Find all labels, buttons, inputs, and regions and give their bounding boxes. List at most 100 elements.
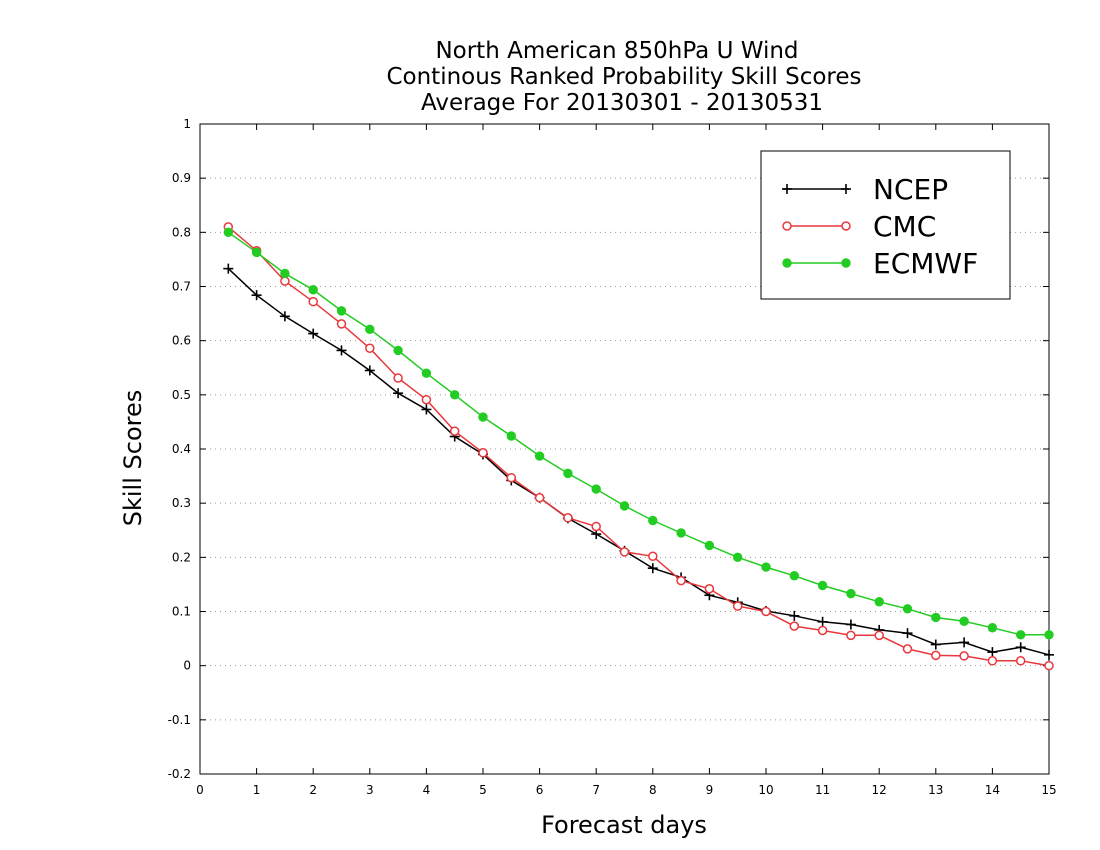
data-point-ecmwf	[223, 227, 234, 238]
x-tick-label: 1	[253, 783, 261, 797]
legend-box	[760, 150, 1011, 300]
x-tick-label: 5	[479, 783, 487, 797]
data-point-cmc	[1015, 656, 1026, 666]
data-point-cmc	[619, 547, 630, 557]
data-point-ecmwf	[336, 306, 347, 316]
data-point-cmc	[874, 630, 884, 641]
data-point-ecmwf	[506, 431, 516, 441]
data-point-ncep	[279, 311, 290, 322]
x-tick-label: 12	[872, 783, 887, 797]
legend-item-ecmwf: ECMWF	[782, 247, 978, 280]
data-point-cmc	[648, 551, 658, 561]
data-point-ecmwf	[817, 580, 828, 591]
data-point-ncep	[393, 388, 404, 399]
data-point-ncep	[845, 619, 856, 630]
data-point-ecmwf	[280, 268, 290, 279]
data-point-ecmwf	[648, 515, 658, 526]
series-line-cmc	[227, 226, 1050, 667]
x-tick-label: 10	[758, 783, 773, 797]
data-point-ncep	[987, 647, 998, 658]
data-point-cmc	[336, 319, 347, 329]
data-point-ecmwf	[874, 597, 884, 607]
y-tick-label: 0.5	[172, 388, 191, 402]
x-tick-label: 13	[928, 783, 943, 797]
series-group	[223, 222, 1054, 671]
legend-item-ncep: NCEP	[782, 173, 948, 206]
y-tick-label: 0.4	[172, 442, 191, 456]
data-point-ncep	[364, 365, 375, 376]
data-point-ncep	[902, 628, 913, 639]
chart-title-line-1: North American 850hPa U Wind	[435, 38, 798, 64]
data-point-ncep	[647, 563, 658, 574]
data-point-cmc	[846, 630, 856, 641]
data-point-ecmwf	[619, 501, 630, 511]
data-point-ecmwf	[902, 604, 913, 614]
data-point-cmc	[676, 575, 686, 586]
data-point-ecmwf	[761, 562, 771, 572]
data-point-cmc	[591, 521, 601, 532]
series-cmc	[223, 222, 1054, 671]
y-tick-label: 1	[183, 117, 191, 131]
data-point-ecmwf	[987, 623, 998, 633]
data-point-ecmwf	[1044, 630, 1054, 640]
data-point-cmc	[902, 644, 913, 654]
data-point-ecmwf	[478, 412, 488, 422]
data-point-ncep	[930, 639, 941, 650]
chart-title-line-2: Continous Ranked Probability Skill Score…	[386, 64, 861, 90]
y-tick-label: 0.3	[172, 496, 191, 510]
y-tick-label: 0.2	[172, 550, 191, 564]
data-point-ecmwf	[733, 552, 743, 563]
data-point-ecmwf	[676, 528, 686, 538]
data-point-ncep	[421, 404, 432, 415]
data-point-cmc	[817, 625, 828, 636]
x-tick-label: 15	[1041, 783, 1056, 797]
x-tick-label: 4	[423, 783, 431, 797]
data-point-cmc	[421, 394, 432, 405]
data-point-ecmwf	[563, 468, 573, 479]
data-point-ncep	[817, 616, 828, 627]
data-point-cmc	[761, 606, 771, 617]
y-tick-label: -0.2	[168, 767, 191, 781]
legend-marker	[841, 184, 851, 194]
data-point-cmc	[959, 651, 969, 661]
axes: -0.2-0.100.10.20.30.40.50.60.70.80.910 1 2…	[168, 117, 1057, 797]
data-point-cmc	[478, 448, 488, 458]
x-tick-label: 14	[985, 783, 1000, 797]
series-ecmwf	[223, 227, 1054, 640]
data-point-ncep	[336, 345, 347, 356]
y-tick-label: 0.9	[172, 171, 191, 185]
legend-marker	[782, 221, 792, 231]
data-point-ecmwf	[365, 324, 375, 334]
chart-title-line-3: Average For 20130301 - 20130531	[421, 90, 823, 116]
data-point-ncep	[1044, 649, 1054, 660]
data-point-ncep	[308, 328, 319, 339]
data-point-ecmwf	[846, 588, 856, 599]
x-tick-label: 9	[706, 783, 714, 797]
data-point-cmc	[506, 472, 517, 483]
x-tick-label: 8	[649, 783, 657, 797]
data-point-ncep	[789, 610, 800, 621]
data-point-ecmwf	[704, 540, 715, 551]
data-point-ncep	[251, 290, 262, 301]
data-point-ncep	[959, 637, 970, 648]
data-point-cmc	[365, 343, 375, 353]
data-point-cmc	[449, 426, 460, 436]
data-point-ncep	[223, 263, 234, 274]
data-point-ecmwf	[959, 616, 969, 626]
data-point-ecmwf	[591, 484, 601, 494]
y-tick-label: 0.1	[172, 605, 191, 619]
data-point-cmc	[563, 513, 573, 523]
data-point-ecmwf	[251, 247, 262, 258]
y-tick-label: -0.1	[168, 713, 191, 727]
data-point-cmc	[704, 584, 715, 594]
legend-marker	[782, 184, 792, 194]
legend-label: ECMWF	[873, 247, 978, 280]
data-point-ecmwf	[308, 285, 318, 295]
y-tick-label: 0.7	[172, 280, 191, 294]
x-tick-label: 0	[196, 783, 204, 797]
series-line-ecmwf	[227, 231, 1049, 636]
data-point-ncep	[1015, 642, 1026, 653]
data-point-ecmwf	[421, 368, 432, 378]
x-tick-label: 11	[815, 783, 830, 797]
